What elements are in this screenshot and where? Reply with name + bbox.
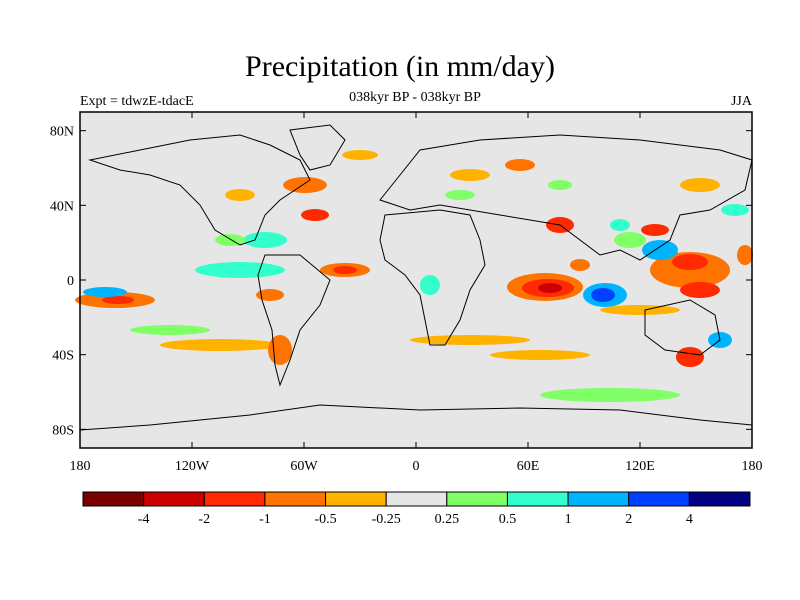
coastlines — [79, 124, 753, 431]
colorbar-label: -4 — [138, 512, 150, 527]
lat-tick-label: 80N — [50, 125, 74, 140]
colorbar-label: -0.5 — [314, 512, 336, 527]
colorbar-segment — [688, 491, 751, 507]
lon-tick-label: 0 — [413, 459, 420, 474]
lon-tick-label: 180 — [70, 459, 91, 474]
colorbar-label: -2 — [198, 512, 210, 527]
lat-tick-label: 80S — [52, 423, 74, 438]
colorbar-label: 4 — [686, 512, 693, 527]
colorbar-label: -0.25 — [372, 512, 401, 527]
lon-tick-label: 60E — [517, 459, 540, 474]
lon-tick-label: 60W — [290, 459, 318, 474]
season-label: JJA — [730, 94, 752, 109]
lon-tick-label: 120W — [175, 459, 210, 474]
lat-tick-label: 40S — [52, 349, 74, 364]
colorbar-segment — [264, 491, 327, 507]
chart-title: Precipitation (in mm/day) — [245, 50, 555, 83]
colorbar-label: 0.5 — [499, 512, 517, 527]
colorbar-segment — [446, 491, 508, 507]
colorbar-segment — [325, 491, 387, 507]
lon-tick-label: 180 — [742, 459, 763, 474]
colorbar-label: 1 — [565, 512, 572, 527]
colorbar-segment — [82, 491, 145, 507]
colorbar-label: -1 — [259, 512, 271, 527]
colorbar-segment — [628, 491, 690, 507]
lat-tick-label: 0 — [67, 274, 74, 289]
chart-subtitle: 038kyr BP - 038kyr BP — [349, 90, 481, 105]
lat-tick-label: 40N — [50, 199, 74, 214]
colorbar-label: 0.25 — [435, 512, 460, 527]
longitude-axis: 180 120W 60W 0 60E 120E 180 — [70, 112, 763, 474]
colorbar-segment — [143, 491, 205, 507]
colorbar-segment — [506, 491, 569, 507]
colorbar-segment — [385, 491, 448, 507]
colorbar-segment — [567, 491, 630, 507]
latitude-axis: 80N 40N 0 40S 80S — [50, 125, 752, 438]
colorbar: -4 -2 -1 -0.5 -0.25 0.25 0.5 1 2 4 — [82, 491, 751, 527]
colorbar-label: 2 — [625, 512, 632, 527]
experiment-label: Expt = tdwzE-tdacE — [80, 94, 194, 109]
colorbar-segment — [203, 491, 266, 507]
anomaly-fields — [75, 150, 753, 402]
lon-tick-label: 120E — [625, 459, 655, 474]
